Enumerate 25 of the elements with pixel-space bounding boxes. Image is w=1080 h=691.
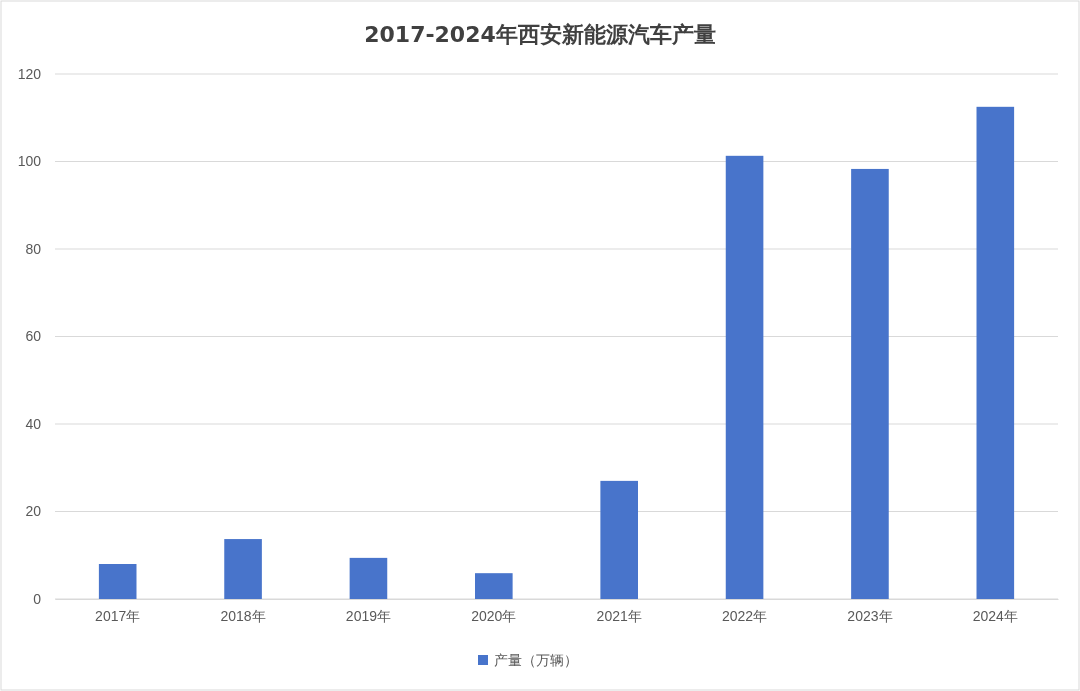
x-tick-label: 2017年: [95, 607, 141, 624]
y-tick-label: 20: [25, 503, 42, 520]
x-tick-label: 2021年: [596, 607, 642, 624]
bar: [349, 557, 388, 599]
bar: [851, 168, 889, 599]
x-tick-label: 2020年: [471, 607, 517, 624]
bar: [98, 564, 137, 599]
bar: [475, 573, 513, 599]
y-tick-label: 60: [25, 328, 42, 345]
bar: [725, 155, 764, 599]
x-tick-label: 2023年: [847, 607, 893, 624]
y-tick-label: 80: [25, 240, 42, 257]
y-tick-label: 40: [25, 415, 42, 432]
x-tick-label: 2019年: [345, 607, 392, 624]
y-tick-label: 100: [17, 153, 42, 170]
bar: [976, 106, 1015, 599]
x-tick-label: 2018年: [220, 607, 266, 624]
x-tick-label: 2024年: [972, 607, 1018, 624]
bar: [600, 480, 638, 599]
y-tick-label: 120: [17, 65, 42, 82]
x-tick-label: 2022年: [721, 607, 768, 624]
bar: [224, 539, 262, 599]
y-tick-label: 0: [33, 590, 42, 607]
legend-label: 产量（万辆）: [494, 652, 578, 668]
chart-title: 2017-2024年西安新能源汽车产量: [364, 22, 716, 47]
